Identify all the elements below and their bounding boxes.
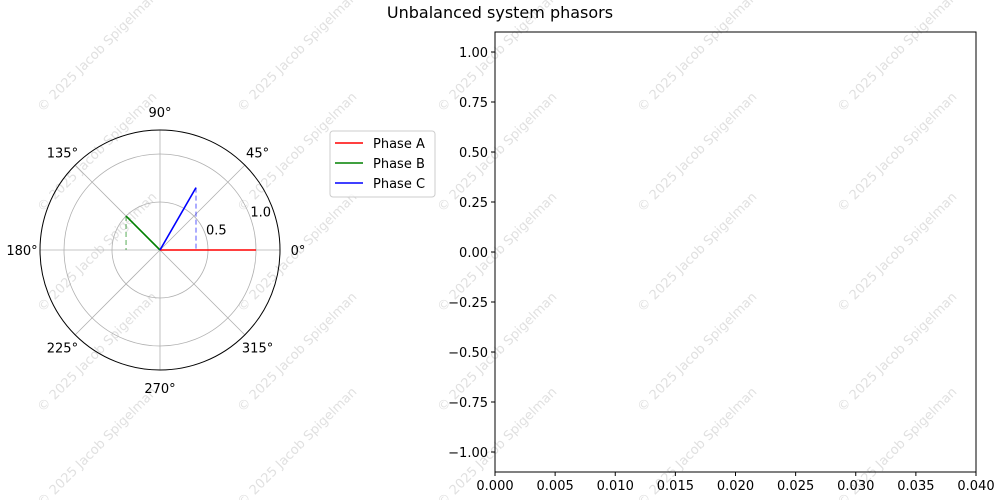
watermark-text: © 2025 Jacob Spigelman — [35, 190, 161, 316]
polar-plot: 0° 45° 90° 135° 180° 225° 270° 315° 0.5 1.0 — [6, 106, 305, 397]
y-tick-label: −0.75 — [448, 396, 488, 411]
y-tick-label: −0.50 — [448, 346, 488, 361]
watermark-text: © 2025 Jacob Spigelman — [435, 90, 561, 216]
x-tick-label: 0.040 — [957, 479, 994, 494]
phasor-phase-b — [125, 215, 161, 251]
radial-tick-label: 1.0 — [250, 205, 271, 220]
polar-frame — [39, 129, 281, 371]
angular-gridline — [159, 249, 246, 336]
angle-tick-label: 90° — [148, 106, 171, 121]
radial-tick-label: 0.5 — [206, 224, 227, 239]
watermark-text: © 2025 Jacob Spigelman — [835, 90, 961, 216]
y-tick-label: 0.25 — [459, 196, 488, 211]
y-tick-label: −0.25 — [448, 296, 488, 311]
figure-title: Unbalanced system phasors — [387, 3, 613, 22]
legend-label: Phase C — [373, 177, 425, 192]
x-tick-label: 0.035 — [897, 479, 934, 494]
x-tick-label: 0.020 — [717, 479, 754, 494]
cartesian-plot: 0.000 0.005 0.010 0.015 0.020 0.025 0.030 0.035… — [448, 31, 995, 494]
y-tick-label: −1.00 — [448, 446, 488, 461]
x-tick-label: 0.030 — [837, 479, 874, 494]
angle-tick-label: 225° — [47, 342, 78, 357]
x-tick-label: 0.005 — [537, 479, 574, 494]
y-tick-label: 0.00 — [459, 246, 488, 261]
x-tick-label: 0.000 — [476, 479, 513, 494]
legend: Phase A Phase B Phase C — [329, 130, 436, 198]
angle-tick-label: 0° — [291, 244, 306, 259]
angular-gridline — [159, 164, 246, 251]
angular-gridline — [74, 249, 161, 336]
phasor-phase-c — [159, 187, 197, 251]
angle-tick-label: 135° — [47, 146, 78, 161]
x-tick-label: 0.010 — [597, 479, 634, 494]
angle-tick-label: 315° — [242, 342, 273, 357]
angle-tick-label: 270° — [144, 382, 175, 397]
angle-tick-label: 180° — [6, 244, 37, 259]
watermark-text: © 2025 Jacob Spigelman — [835, 190, 961, 316]
x-tick-label: 0.015 — [657, 479, 694, 494]
y-tick-label: 0.75 — [459, 96, 488, 111]
y-tick-label: 0.50 — [459, 146, 488, 161]
watermark-text: © 2025 Jacob Spigelman — [635, 190, 761, 316]
x-tick-label: 0.025 — [777, 479, 814, 494]
angle-tick-label: 45° — [246, 146, 269, 161]
legend-label: Phase A — [373, 137, 425, 152]
y-tick-label: 1.00 — [459, 46, 488, 61]
watermark-text: © 2025 Jacob Spigelman — [635, 90, 761, 216]
legend-box — [329, 130, 436, 198]
legend-label: Phase B — [373, 157, 425, 172]
